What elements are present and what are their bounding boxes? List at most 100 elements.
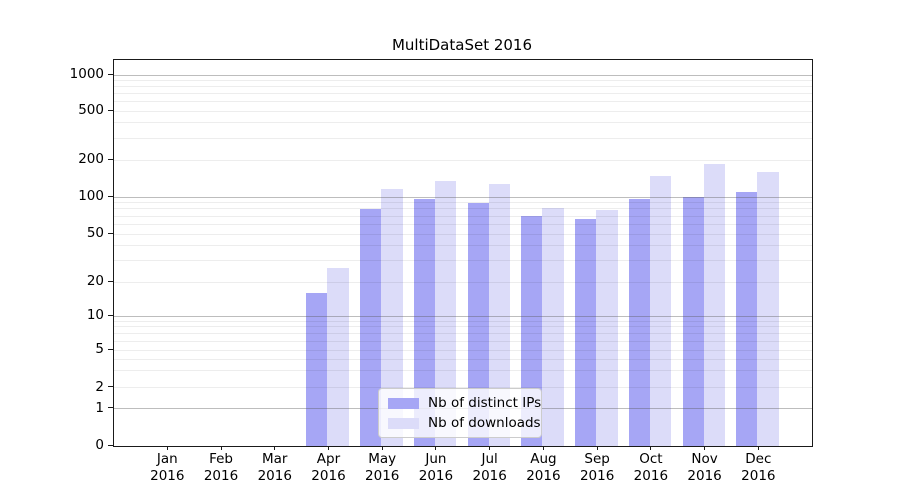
bar-distinct-ips-may	[360, 208, 382, 446]
x-tick-mark	[327, 446, 329, 450]
x-tick-label: Sep 2016	[557, 451, 637, 485]
x-tick-label-year: 2016	[365, 468, 400, 484]
y-tick-mark	[108, 314, 113, 316]
bar-distinct-ips-nov	[682, 197, 705, 446]
y-tick-label: 100	[78, 188, 104, 204]
x-tick-label-month: Jul	[481, 451, 498, 467]
bar-distinct-ips-sep	[575, 219, 597, 446]
minor-gridline	[114, 86, 812, 88]
y-tick-label: 200	[78, 151, 104, 167]
x-tick-label: Oct 2016	[611, 451, 691, 485]
x-tick-label-month: May	[368, 451, 397, 467]
y-tick-label: 20	[86, 273, 104, 289]
bar-downloads-aug	[542, 207, 564, 446]
x-tick-label-year: 2016	[579, 468, 615, 484]
x-tick-label-year: 2016	[526, 468, 561, 484]
bar-distinct-ips-oct	[628, 198, 651, 446]
x-tick-mark	[435, 446, 437, 450]
bar-downloads-jul	[488, 183, 511, 446]
x-tick-label: Aug 2016	[503, 451, 583, 485]
x-tick-mark	[596, 446, 598, 450]
x-tick-label-month: Apr	[316, 451, 341, 467]
y-tick-mark	[108, 158, 113, 160]
x-tick-label-year: 2016	[418, 468, 454, 484]
bar-distinct-ips-jun	[413, 199, 436, 446]
x-tick-label: Feb 2016	[181, 451, 261, 485]
x-tick-label-year: 2016	[150, 468, 185, 484]
x-tick-mark	[489, 446, 491, 450]
minor-gridline	[114, 122, 812, 124]
y-tick-label: 1000	[69, 66, 104, 82]
x-tick-label-year: 2016	[203, 468, 239, 484]
x-tick-label-month: Sep	[584, 451, 610, 467]
x-tick-label: Jul 2016	[450, 451, 530, 485]
legend-label: Nb of downloads	[428, 415, 541, 431]
bar-downloads-may	[381, 189, 403, 446]
legend: Nb of distinct IPs Nb of downloads	[378, 388, 542, 438]
x-tick-label-month: Oct	[639, 451, 663, 467]
y-tick-mark	[108, 386, 113, 387]
legend-item: Nb of distinct IPs	[388, 395, 541, 411]
x-tick-label-year: 2016	[311, 468, 346, 484]
x-tick-mark	[704, 446, 706, 450]
bar-downloads-oct	[649, 176, 672, 446]
x-tick-label-year: 2016	[687, 468, 722, 484]
x-tick-label-month: Nov	[691, 451, 718, 467]
x-tick-label-month: Aug	[530, 451, 557, 467]
x-tick-label-year: 2016	[257, 468, 292, 484]
y-tick-mark	[108, 348, 113, 350]
x-tick-label: Apr 2016	[288, 451, 368, 485]
x-tick-label: Dec 2016	[718, 451, 798, 485]
y-tick-mark	[108, 232, 113, 234]
x-tick-label: Mar 2016	[235, 451, 315, 485]
x-tick-label-year: 2016	[741, 468, 776, 484]
minor-gridline	[114, 110, 812, 112]
y-tick-mark	[108, 280, 113, 282]
y-tick-label: 5	[95, 341, 104, 357]
y-tick-label: 0	[95, 437, 104, 453]
bar-downloads-dec	[757, 171, 779, 446]
bar-downloads-apr	[327, 268, 349, 446]
y-tick-label: 10	[86, 307, 104, 323]
y-tick-label: 2	[95, 378, 104, 395]
x-tick-mark	[757, 446, 759, 450]
bar-distinct-ips-jul	[467, 202, 490, 446]
minor-gridline	[114, 93, 812, 95]
minor-gridline	[114, 137, 812, 139]
y-tick-mark	[108, 444, 113, 446]
x-tick-mark	[650, 446, 652, 450]
minor-gridline	[114, 79, 812, 81]
y-tick-label: 500	[78, 102, 104, 118]
x-tick-label-month: Dec	[745, 451, 772, 467]
x-tick-mark	[166, 446, 168, 450]
x-tick-label: Nov 2016	[665, 451, 745, 485]
bar-distinct-ips-dec	[736, 191, 758, 446]
x-tick-label: Jan 2016	[127, 451, 207, 485]
bar-downloads-jun	[434, 180, 457, 446]
bar-downloads-sep	[596, 209, 618, 446]
x-tick-label-month: Jun	[425, 451, 447, 467]
x-tick-label-month: Mar	[262, 451, 288, 467]
legend-swatch-downloads	[388, 417, 419, 429]
bar-distinct-ips-apr	[306, 292, 328, 446]
y-tick-label: 50	[86, 225, 104, 241]
y-tick-mark	[108, 109, 113, 111]
x-tick-label: Jun 2016	[396, 451, 476, 485]
x-tick-mark	[542, 446, 544, 450]
x-tick-label-month: Feb	[209, 451, 233, 467]
bar-downloads-nov	[703, 164, 726, 446]
major-gridline	[114, 74, 812, 76]
minor-gridline	[114, 159, 812, 161]
legend-swatch-distinct-ips	[388, 397, 419, 409]
legend-label: Nb of distinct IPs	[428, 395, 542, 411]
y-tick-mark	[108, 73, 113, 75]
x-tick-label-year: 2016	[633, 468, 669, 484]
x-tick-mark	[274, 446, 276, 450]
y-tick-mark	[108, 195, 113, 197]
x-tick-label-year: 2016	[472, 468, 507, 484]
legend-item: Nb of downloads	[388, 415, 541, 431]
minor-gridline	[114, 101, 812, 103]
x-tick-mark	[381, 446, 383, 450]
x-tick-label: May 2016	[342, 451, 422, 485]
y-tick-label: 1	[95, 399, 104, 416]
